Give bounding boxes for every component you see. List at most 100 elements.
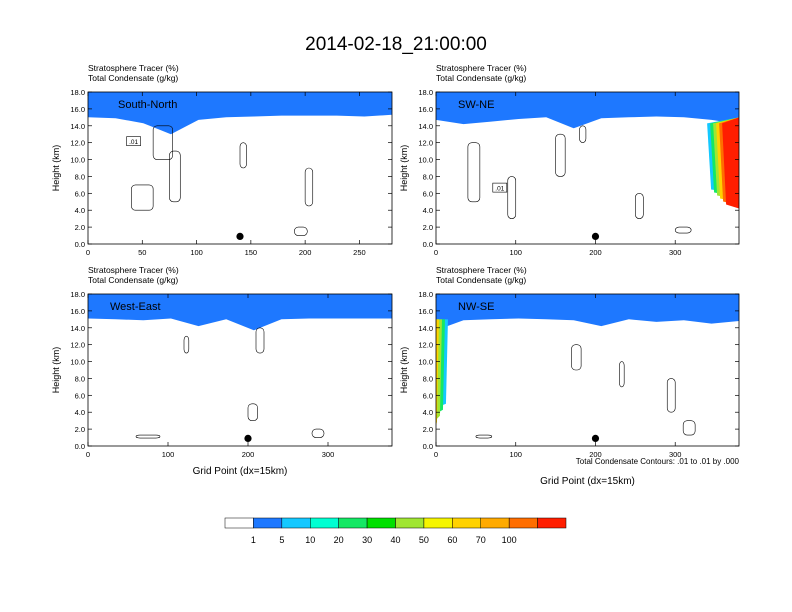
x-tick-label: 50 bbox=[138, 248, 146, 257]
colorbar-label: 20 bbox=[334, 535, 344, 545]
y-tick-label: 4.0 bbox=[75, 206, 85, 215]
cloud-contour-3 bbox=[682, 420, 696, 436]
cloud-contour-2 bbox=[183, 335, 190, 354]
x-axis-label: Grid Point (dx=15km) bbox=[540, 476, 635, 487]
colorbar-label: 70 bbox=[476, 535, 486, 545]
y-tick-label: 4.0 bbox=[423, 206, 433, 215]
location-marker bbox=[236, 232, 244, 240]
cloud-contour-2 bbox=[666, 378, 676, 413]
x-tick-label: 0 bbox=[434, 248, 438, 257]
y-axis-label: Height (km) bbox=[51, 145, 61, 192]
colorbar-label: 40 bbox=[390, 535, 400, 545]
y-tick-label: 18.0 bbox=[418, 290, 433, 299]
colorbar-swatch-9 bbox=[480, 517, 510, 529]
x-axis-label: Grid Point (dx=15km) bbox=[193, 466, 288, 477]
x-tick-label: 300 bbox=[322, 450, 335, 459]
colorbar-label: 30 bbox=[362, 535, 372, 545]
y-tick-label: 12.0 bbox=[418, 341, 433, 350]
y-tick-label: 12.0 bbox=[418, 139, 433, 148]
location-marker bbox=[591, 232, 600, 240]
y-tick-label: 14.0 bbox=[418, 324, 433, 333]
contour-note: Total Condensate Contours: .01 to .01 by… bbox=[576, 457, 740, 466]
cloud-contour-1 bbox=[619, 361, 625, 388]
panel-sw-ne: SW-NE Stratosphere Tracer (%)Total Conden… bbox=[399, 63, 740, 257]
tracer-band-1 bbox=[436, 92, 739, 129]
cloud-contour-4 bbox=[674, 226, 692, 234]
figure-title: 2014-02-18_21:00:00 bbox=[305, 34, 487, 55]
y-tick-label: 2.0 bbox=[75, 425, 85, 434]
cloud-contour-0 bbox=[571, 344, 582, 371]
contour-label: .01 bbox=[495, 186, 504, 193]
tracer-band-1 bbox=[88, 294, 392, 331]
colorbar-swatch-11 bbox=[537, 517, 567, 529]
y-tick-label: 14.0 bbox=[418, 122, 433, 131]
colorbar-label: 60 bbox=[447, 535, 457, 545]
x-tick-label: 300 bbox=[669, 248, 682, 257]
colorbar-label: 1 bbox=[251, 535, 256, 545]
panel-label: NW-SE bbox=[458, 301, 494, 313]
y-tick-label: 14.0 bbox=[70, 122, 85, 131]
y-tick-label: 16.0 bbox=[70, 307, 85, 316]
y-tick-label: 0.0 bbox=[75, 240, 85, 249]
header-line: Total Condensate (g/kg) bbox=[88, 73, 178, 83]
y-axis-label: Height (km) bbox=[399, 145, 409, 192]
y-tick-label: 18.0 bbox=[70, 290, 85, 299]
y-tick-label: 2.0 bbox=[423, 425, 433, 434]
y-tick-label: 8.0 bbox=[423, 374, 433, 383]
colorbar-swatch-7 bbox=[423, 517, 453, 529]
x-tick-label: 250 bbox=[353, 248, 366, 257]
colorbar-swatch-5 bbox=[366, 517, 396, 529]
y-tick-label: 0.0 bbox=[423, 240, 433, 249]
panel-label: SW-NE bbox=[458, 99, 494, 111]
cloud-contour-3 bbox=[135, 434, 161, 439]
y-tick-label: 8.0 bbox=[75, 172, 85, 181]
plot-frame bbox=[87, 91, 393, 245]
y-tick-label: 12.0 bbox=[70, 139, 85, 148]
colorbar-swatch-0 bbox=[224, 517, 254, 529]
panel-label: South-North bbox=[118, 99, 177, 111]
y-tick-label: 16.0 bbox=[70, 105, 85, 114]
colorbar-label: 10 bbox=[305, 535, 315, 545]
colorbar-swatch-3 bbox=[310, 517, 339, 529]
cloud-contour-1 bbox=[507, 176, 517, 219]
cloud-contour-4 bbox=[475, 434, 493, 439]
colorbar-label: 5 bbox=[279, 535, 284, 545]
y-tick-label: 12.0 bbox=[70, 341, 85, 350]
plot-frame bbox=[435, 293, 740, 447]
x-tick-label: 100 bbox=[509, 248, 522, 257]
y-tick-label: 16.0 bbox=[418, 105, 433, 114]
cloud-contour-0 bbox=[255, 327, 265, 354]
y-tick-label: 14.0 bbox=[70, 324, 85, 333]
cloud-contour-5 bbox=[152, 125, 173, 160]
plot-area bbox=[436, 92, 739, 244]
header-line: Stratosphere Tracer (%) bbox=[88, 265, 179, 275]
colorbar-label: 100 bbox=[502, 535, 517, 545]
header-line: Total Condensate (g/kg) bbox=[436, 73, 526, 83]
colorbar-swatch-1 bbox=[253, 517, 283, 529]
contour-label-box bbox=[126, 136, 141, 146]
y-tick-label: 18.0 bbox=[70, 88, 85, 97]
y-tick-label: 4.0 bbox=[423, 408, 433, 417]
x-tick-label: 100 bbox=[190, 248, 203, 257]
y-axis-label: Height (km) bbox=[51, 347, 61, 394]
x-tick-label: 200 bbox=[589, 450, 602, 459]
y-tick-label: 10.0 bbox=[70, 358, 85, 367]
y-tick-label: 16.0 bbox=[418, 307, 433, 316]
colorbar: 1 5 10 20 30 40 50 60 70 100 bbox=[224, 517, 567, 545]
cloud-contour-3 bbox=[635, 193, 644, 219]
y-tick-label: 4.0 bbox=[75, 408, 85, 417]
location-marker bbox=[244, 434, 252, 442]
x-tick-label: 0 bbox=[434, 450, 438, 459]
y-tick-label: 6.0 bbox=[423, 391, 433, 400]
x-tick-label: 200 bbox=[299, 248, 312, 257]
y-tick-label: 10.0 bbox=[70, 156, 85, 165]
colorbar-swatch-6 bbox=[395, 517, 425, 529]
contour-label: .01 bbox=[129, 139, 138, 146]
tracer-band-1 bbox=[436, 294, 739, 331]
y-tick-label: 8.0 bbox=[423, 172, 433, 181]
y-tick-label: 6.0 bbox=[423, 189, 433, 198]
y-axis-label: Height (km) bbox=[399, 347, 409, 394]
x-tick-label: 300 bbox=[669, 450, 682, 459]
y-tick-label: 0.0 bbox=[75, 442, 85, 451]
